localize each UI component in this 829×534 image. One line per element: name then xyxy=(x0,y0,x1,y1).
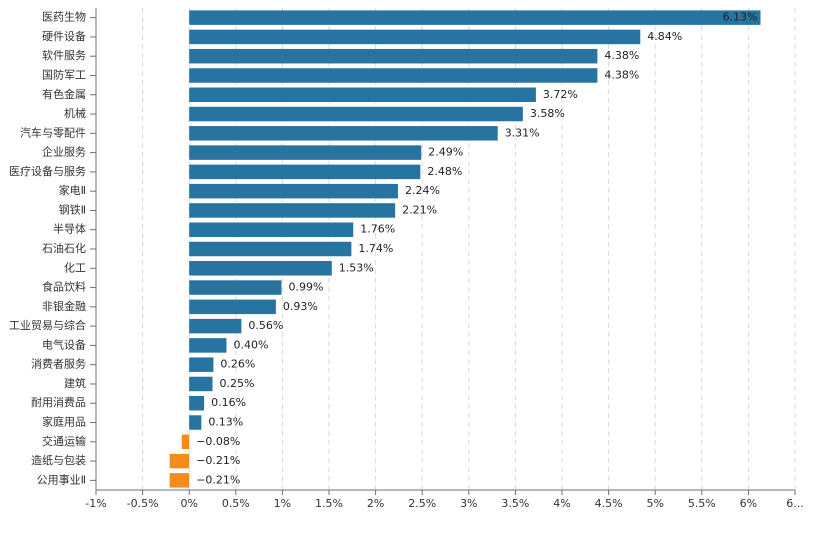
bar[interactable] xyxy=(189,241,352,257)
bar[interactable] xyxy=(189,203,396,218)
category-label: 半导体 xyxy=(53,222,86,236)
data-label: −0.21% xyxy=(196,454,240,467)
axes-group: -1% -0.5% 0% 0.5% 1% 1.5% 2% 2.5% 3% 3.5% 4% 4.5% 5%… xyxy=(85,8,804,510)
data-label: 0.26% xyxy=(220,358,255,371)
category-label: 医疗设备与服务 xyxy=(9,164,86,178)
category-label: 公用事业Ⅱ xyxy=(37,473,86,486)
data-label: 1.53% xyxy=(339,261,374,274)
bar[interactable] xyxy=(189,280,282,295)
bar[interactable] xyxy=(189,318,242,334)
data-label: 0.40% xyxy=(233,338,268,351)
data-labels-group: 6.13% 4.84% 4.38% 4.38% 3.72% 3.58% 3.31% 2.49%… xyxy=(196,11,757,487)
bar[interactable] xyxy=(189,261,332,276)
bar[interactable] xyxy=(189,415,202,430)
category-label: 家电Ⅱ xyxy=(59,183,86,197)
data-label: 0.16% xyxy=(211,396,246,409)
x-tick-label: 5.5% xyxy=(688,497,716,510)
category-label: 非银金融 xyxy=(42,299,86,313)
data-label: 6.13% xyxy=(723,11,758,24)
x-tick-label: 2.5% xyxy=(408,497,436,510)
data-label: 0.99% xyxy=(288,281,323,294)
category-label: 建筑 xyxy=(64,376,86,390)
bar[interactable] xyxy=(189,68,598,83)
category-label: 汽车与零配件 xyxy=(20,125,86,139)
bar[interactable] xyxy=(181,434,190,450)
category-label: 化工 xyxy=(64,260,86,274)
data-label: 2.21% xyxy=(402,203,437,216)
bar[interactable] xyxy=(169,473,190,488)
data-label: 0.13% xyxy=(208,416,243,429)
bar[interactable] xyxy=(189,183,398,199)
data-label: −0.21% xyxy=(196,473,240,486)
data-label: 2.49% xyxy=(428,146,463,159)
bar[interactable] xyxy=(189,48,598,64)
bar[interactable] xyxy=(189,10,761,25)
data-label: 0.56% xyxy=(248,319,283,332)
bar[interactable] xyxy=(189,357,214,372)
bar[interactable] xyxy=(189,376,213,392)
category-label: 有色金属 xyxy=(42,87,86,101)
x-tick-label: 2% xyxy=(367,497,384,510)
category-label: 企业服务 xyxy=(42,145,86,159)
data-label: −0.08% xyxy=(196,435,240,448)
category-label: 石油石化 xyxy=(42,241,86,255)
bar[interactable] xyxy=(189,29,641,45)
data-label: 3.31% xyxy=(505,126,540,139)
category-label: 电气设备 xyxy=(42,337,86,351)
x-tick-label: 5% xyxy=(646,497,663,510)
category-label: 软件服务 xyxy=(42,48,86,62)
x-tick-label: 3.5% xyxy=(501,497,529,510)
category-label: 医药生物 xyxy=(42,10,86,24)
bar[interactable] xyxy=(189,164,421,180)
x-tick-label: 6... xyxy=(786,497,804,510)
data-label: 3.72% xyxy=(543,88,578,101)
category-label: 消费者服务 xyxy=(31,357,86,371)
x-tick-label: -0.5% xyxy=(127,497,159,510)
category-label: 交通运输 xyxy=(42,434,86,448)
category-label: 家庭用品 xyxy=(42,415,86,429)
category-label: 硬件设备 xyxy=(42,29,86,43)
data-label: 4.38% xyxy=(604,68,639,81)
bar[interactable] xyxy=(189,222,354,237)
bar[interactable] xyxy=(189,126,498,141)
data-label: 0.93% xyxy=(283,300,318,313)
x-tick-label: 1% xyxy=(274,497,291,510)
bars-group xyxy=(169,10,761,488)
x-tick-label: 3% xyxy=(460,497,477,510)
category-label: 国防军工 xyxy=(42,67,86,81)
x-tick-label: 1.5% xyxy=(315,497,343,510)
category-label: 工业贸易与综合 xyxy=(9,318,86,332)
x-tick-label: -1% xyxy=(85,497,106,510)
data-label: 0.25% xyxy=(220,377,255,390)
category-labels-group: 医药生物硬件设备软件服务国防军工有色金属机械汽车与零配件企业服务医疗设备与服务家… xyxy=(9,10,86,487)
category-label: 机械 xyxy=(64,106,86,120)
x-tick-label: 0.5% xyxy=(222,497,250,510)
x-tick-label: 0% xyxy=(180,497,197,510)
category-label: 食品饮料 xyxy=(42,280,86,294)
data-label: 1.76% xyxy=(360,223,395,236)
bar[interactable] xyxy=(189,338,227,353)
data-label: 4.38% xyxy=(604,49,639,62)
data-label: 2.24% xyxy=(405,184,440,197)
bar[interactable] xyxy=(189,87,536,103)
category-label: 钢铁Ⅱ xyxy=(59,203,86,216)
data-label: 2.48% xyxy=(427,165,462,178)
data-label: 1.74% xyxy=(358,242,393,255)
x-tick-label: 4% xyxy=(553,497,570,510)
bar[interactable] xyxy=(189,299,276,315)
x-tick-label: 4.5% xyxy=(595,497,623,510)
data-label: 3.58% xyxy=(530,107,565,120)
bar[interactable] xyxy=(189,145,422,160)
data-label: 4.84% xyxy=(647,30,682,43)
category-label: 耐用消费品 xyxy=(31,395,86,409)
bar[interactable] xyxy=(189,106,523,122)
bar[interactable] xyxy=(189,395,205,411)
bar[interactable] xyxy=(169,453,190,469)
x-tick-label: 6% xyxy=(740,497,757,510)
category-label: 造纸与包装 xyxy=(31,453,86,467)
